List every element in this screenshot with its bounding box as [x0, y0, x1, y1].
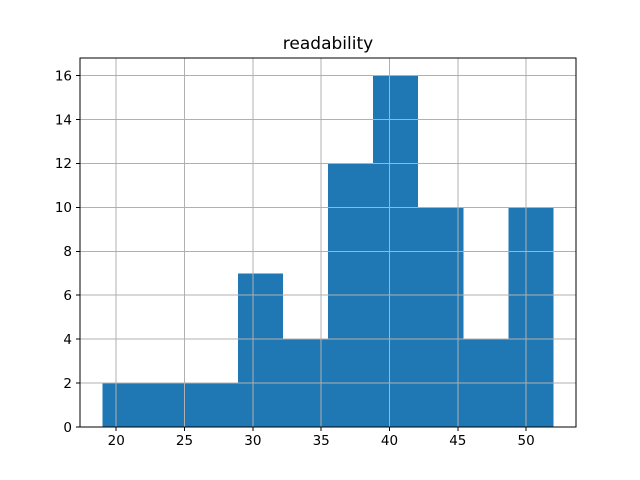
x-tick-label: 25 [176, 433, 193, 449]
histogram-bar [508, 207, 554, 427]
y-tick-label: 8 [63, 244, 72, 260]
y-tick-label: 16 [55, 68, 72, 84]
x-tick-label: 40 [381, 433, 398, 449]
ticks-layer [76, 75, 527, 431]
histogram-bar [192, 383, 238, 427]
x-tick-label: 35 [313, 433, 330, 449]
chart-title: readability [283, 34, 373, 54]
y-tick-label: 0 [63, 420, 72, 436]
histogram-bar [102, 383, 148, 427]
y-tick-label: 10 [55, 200, 72, 216]
x-tick-label: 50 [518, 433, 535, 449]
histogram-bar [147, 383, 193, 427]
histogram-bar [418, 207, 464, 427]
y-tick-label: 4 [63, 332, 72, 348]
plot-frame [79, 57, 577, 428]
y-tick-label: 12 [55, 156, 72, 172]
x-tick-label: 20 [108, 433, 125, 449]
x-tick-label: 30 [244, 433, 261, 449]
tick-labels-layer: 20 25 30 35 40 45 50 0 2 4 6 8 10 12 14 16 [55, 68, 535, 449]
y-tick-label: 14 [55, 112, 72, 128]
x-tick-label: 45 [449, 433, 466, 449]
histogram-bar [237, 273, 283, 427]
y-tick-label: 6 [63, 288, 72, 304]
frame-layer [79, 57, 577, 428]
y-tick-label: 2 [63, 376, 72, 392]
